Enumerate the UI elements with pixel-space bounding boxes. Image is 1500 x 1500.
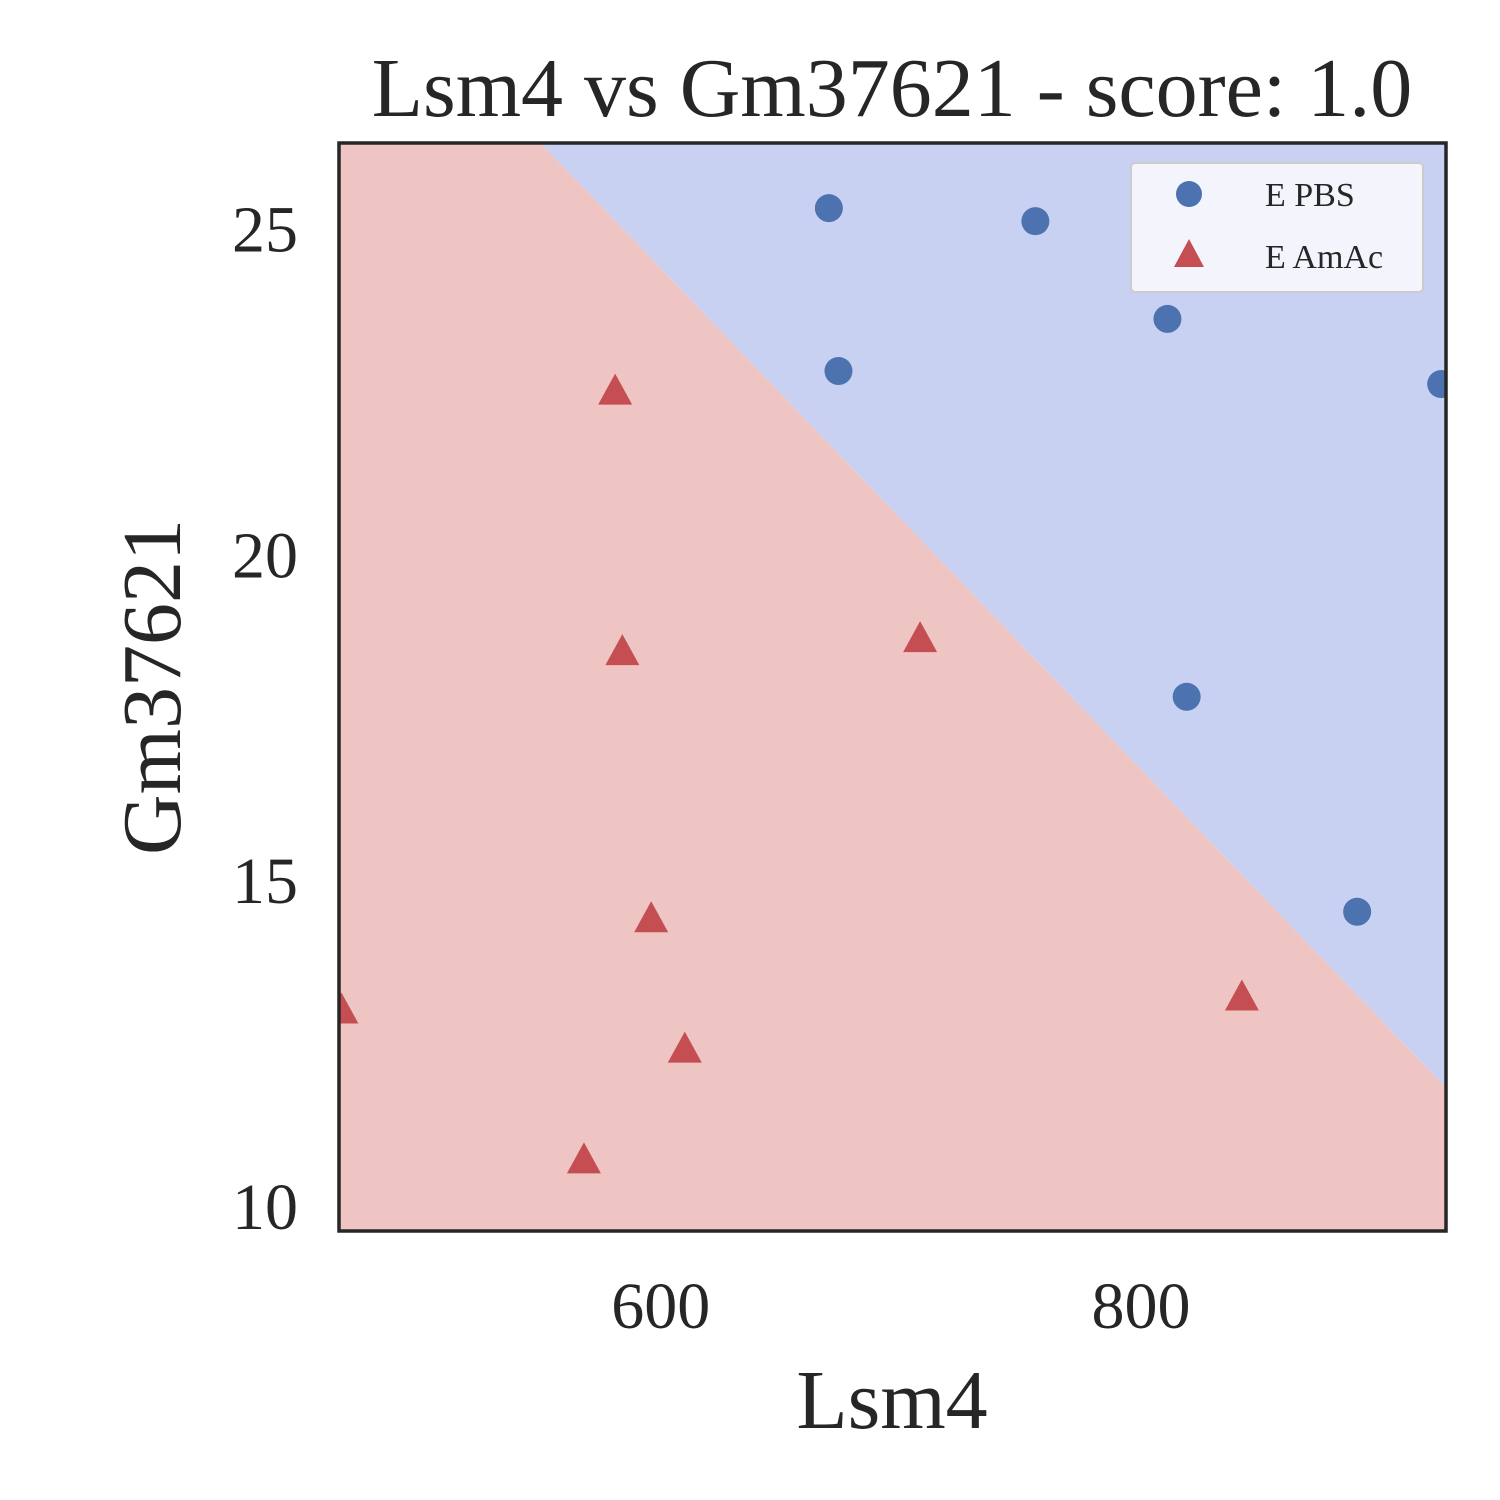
data-point-e-pbs: [814, 194, 843, 223]
data-point-e-amac: [605, 634, 640, 666]
data-point-e-amac: [667, 1031, 702, 1063]
upper-decision-region: [540, 143, 1446, 1088]
legend-marker-e-pbs: [1176, 181, 1202, 207]
data-point-e-pbs: [1172, 682, 1201, 711]
y-axis-ticks: 10 15 20 25: [232, 194, 298, 1244]
data-points: [339, 194, 1446, 1174]
data-point-e-amac: [339, 992, 359, 1024]
data-point-e-amac: [903, 621, 938, 653]
data-point-e-amac: [1224, 979, 1259, 1011]
data-point-e-amac: [566, 1142, 601, 1174]
plot-frame: [337, 141, 1448, 1233]
data-point-e-pbs: [1021, 207, 1050, 236]
legend-box: [1130, 162, 1424, 293]
y-tick-label: 15: [232, 845, 298, 918]
y-tick-label: 20: [232, 519, 298, 592]
data-point-e-pbs: [1153, 304, 1182, 333]
y-tick-label: 25: [232, 194, 298, 267]
x-axis-label: Lsm4: [796, 1354, 987, 1447]
x-axis-ticks: 600 800: [611, 1270, 1190, 1343]
lower-decision-region: [339, 143, 1446, 1231]
data-point-e-pbs: [1427, 370, 1446, 399]
x-tick-label: 800: [1092, 1270, 1191, 1343]
legend-label-e-pbs: E PBS: [1265, 177, 1355, 214]
data-point-e-pbs: [824, 357, 853, 386]
y-tick-label: 10: [232, 1171, 298, 1244]
data-point-e-amac: [598, 373, 633, 405]
data-point-e-amac: [634, 901, 669, 933]
y-axis-label: Gm37621: [106, 519, 199, 855]
decision-regions: [339, 143, 1446, 1231]
legend-marker-e-amac: [1174, 239, 1204, 267]
chart-title: Lsm4 vs Gm37621 - score: 1.0: [372, 42, 1413, 135]
legend: E PBS E AmAc: [1130, 162, 1424, 293]
legend-label-e-amac: E AmAc: [1265, 239, 1383, 276]
x-tick-label: 600: [611, 1270, 710, 1343]
data-point-e-pbs: [1343, 897, 1372, 926]
